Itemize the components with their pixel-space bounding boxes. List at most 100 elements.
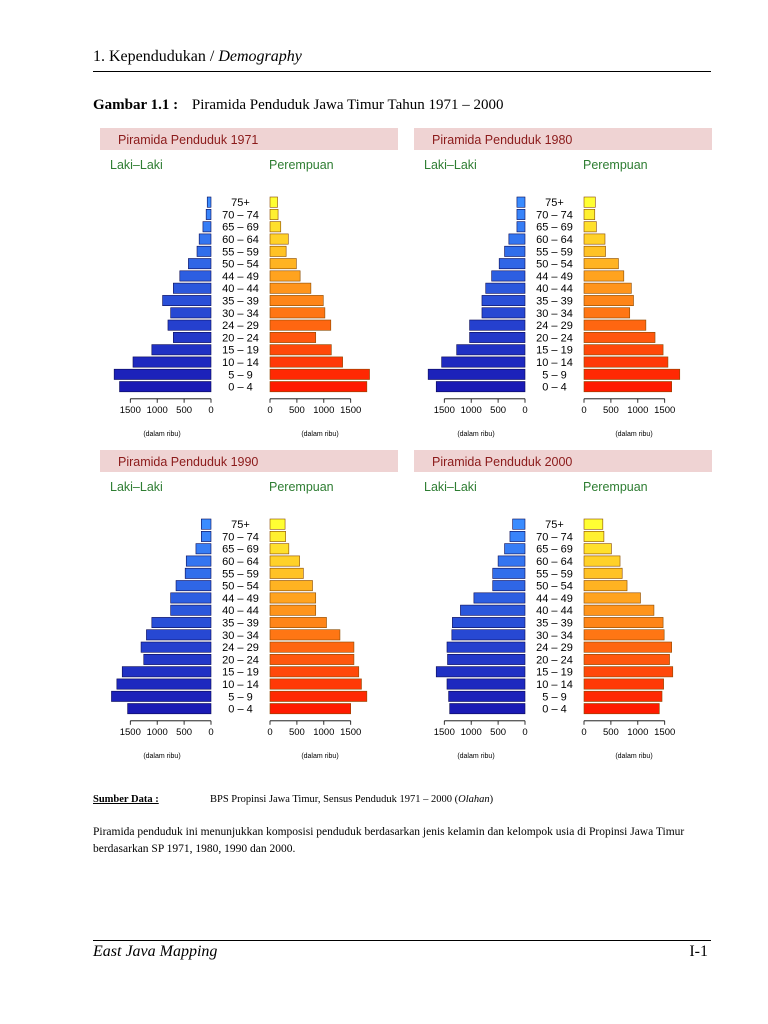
male-bar <box>113 368 212 380</box>
page-header: 1. Kependudukan / Demography <box>93 48 302 66</box>
male-bar <box>173 282 212 294</box>
panel-title-band <box>414 128 712 150</box>
female-bar <box>269 604 317 616</box>
female-bar <box>583 356 669 368</box>
female-tick-label: 0 <box>581 405 586 416</box>
female-bar <box>583 690 663 702</box>
male-label: Laki–Laki <box>110 480 163 494</box>
male-bar <box>201 531 212 542</box>
age-group-label: 40 – 44 <box>536 283 573 295</box>
female-bar <box>269 356 343 368</box>
female-bar <box>583 221 597 233</box>
female-bar <box>269 666 360 678</box>
male-bar <box>516 209 526 220</box>
male-tick-label: 500 <box>490 727 506 738</box>
female-unit-label: (dalam ribu) <box>301 753 338 760</box>
female-tick-label: 1000 <box>313 727 334 738</box>
female-bar <box>269 245 287 257</box>
female-tick-label: 1500 <box>654 405 675 416</box>
male-tick-label: 1000 <box>461 727 482 738</box>
female-bar <box>583 629 665 641</box>
male-bar <box>132 356 212 368</box>
female-tick-label: 1500 <box>654 727 675 738</box>
female-tick-label: 1000 <box>627 405 648 416</box>
figure-label: Gambar 1.1 : <box>93 97 179 113</box>
male-tick-label: 1000 <box>147 405 168 416</box>
female-bar <box>269 641 355 653</box>
female-bar <box>269 654 355 665</box>
age-group-label: 0 – 4 <box>542 382 566 394</box>
male-bar <box>127 703 212 715</box>
male-bar <box>205 209 212 220</box>
age-group-label: 5 – 9 <box>228 691 252 703</box>
age-group-label: 40 – 44 <box>222 283 259 295</box>
chapter-title: 1. Kependudukan / <box>93 48 219 65</box>
age-group-label: 24 – 29 <box>222 320 259 332</box>
age-group-label: 75+ <box>545 197 564 209</box>
female-bar <box>583 344 664 356</box>
female-bar <box>583 307 631 319</box>
male-tick-label: 1500 <box>434 405 455 416</box>
male-tick-label: 0 <box>208 727 213 738</box>
male-bar <box>435 381 526 393</box>
female-tick-label: 0 <box>581 727 586 738</box>
female-tick-label: 0 <box>267 727 272 738</box>
female-bar <box>269 629 341 641</box>
age-group-label: 10 – 14 <box>222 679 259 691</box>
male-label: Laki–Laki <box>110 158 163 172</box>
female-bar <box>583 666 674 678</box>
female-bar <box>269 295 324 306</box>
female-bar <box>583 617 664 628</box>
male-bar <box>196 245 212 257</box>
male-tick-label: 1000 <box>147 727 168 738</box>
female-bar <box>583 543 612 555</box>
age-group-label: 5 – 9 <box>542 691 566 703</box>
age-group-label: 35 – 39 <box>222 296 259 308</box>
male-bar <box>162 295 212 306</box>
male-bar <box>198 233 212 245</box>
male-bar <box>497 555 526 567</box>
header-rule <box>93 71 711 72</box>
age-group-label: 50 – 54 <box>536 581 573 593</box>
panel-title: Piramida Penduduk 1990 <box>118 455 258 469</box>
female-bar <box>583 368 681 380</box>
age-group-label: 55 – 59 <box>536 246 573 258</box>
male-bar <box>473 592 526 604</box>
female-label: Perempuan <box>583 480 648 494</box>
male-bar <box>446 678 526 690</box>
panel-title: Piramida Penduduk 1971 <box>118 133 258 147</box>
male-bar <box>469 319 526 331</box>
male-bar <box>179 270 212 282</box>
age-group-label: 24 – 29 <box>536 642 573 654</box>
age-group-label: 24 – 29 <box>536 320 573 332</box>
female-bar <box>269 543 290 555</box>
age-group-label: 65 – 69 <box>222 544 259 556</box>
age-group-label: 55 – 59 <box>222 568 259 580</box>
male-bar <box>491 270 526 282</box>
male-bar <box>173 332 212 343</box>
female-bar <box>269 344 332 356</box>
age-group-label: 15 – 19 <box>536 345 573 357</box>
female-tick-label: 500 <box>289 405 305 416</box>
male-tick-label: 0 <box>522 405 527 416</box>
panel-title-band <box>414 450 712 472</box>
male-bar <box>170 592 212 604</box>
male-bar <box>435 666 526 678</box>
age-group-label: 50 – 54 <box>536 259 573 271</box>
age-group-label: 50 – 54 <box>222 259 259 271</box>
age-group-label: 10 – 14 <box>536 357 573 369</box>
panel-title-band <box>100 450 398 472</box>
female-tick-label: 500 <box>603 405 619 416</box>
age-group-label: 75+ <box>231 197 250 209</box>
male-tick-label: 500 <box>490 405 506 416</box>
male-bar <box>121 666 212 678</box>
female-bar <box>583 580 628 592</box>
female-bar <box>583 233 606 245</box>
panel-title: Piramida Penduduk 1980 <box>432 133 572 147</box>
male-bar <box>508 233 526 245</box>
source-italic: Olahan <box>458 794 490 805</box>
male-tick-label: 1500 <box>434 727 455 738</box>
female-tick-label: 1500 <box>340 727 361 738</box>
age-group-label: 20 – 24 <box>222 654 259 666</box>
male-tick-label: 1500 <box>120 727 141 738</box>
